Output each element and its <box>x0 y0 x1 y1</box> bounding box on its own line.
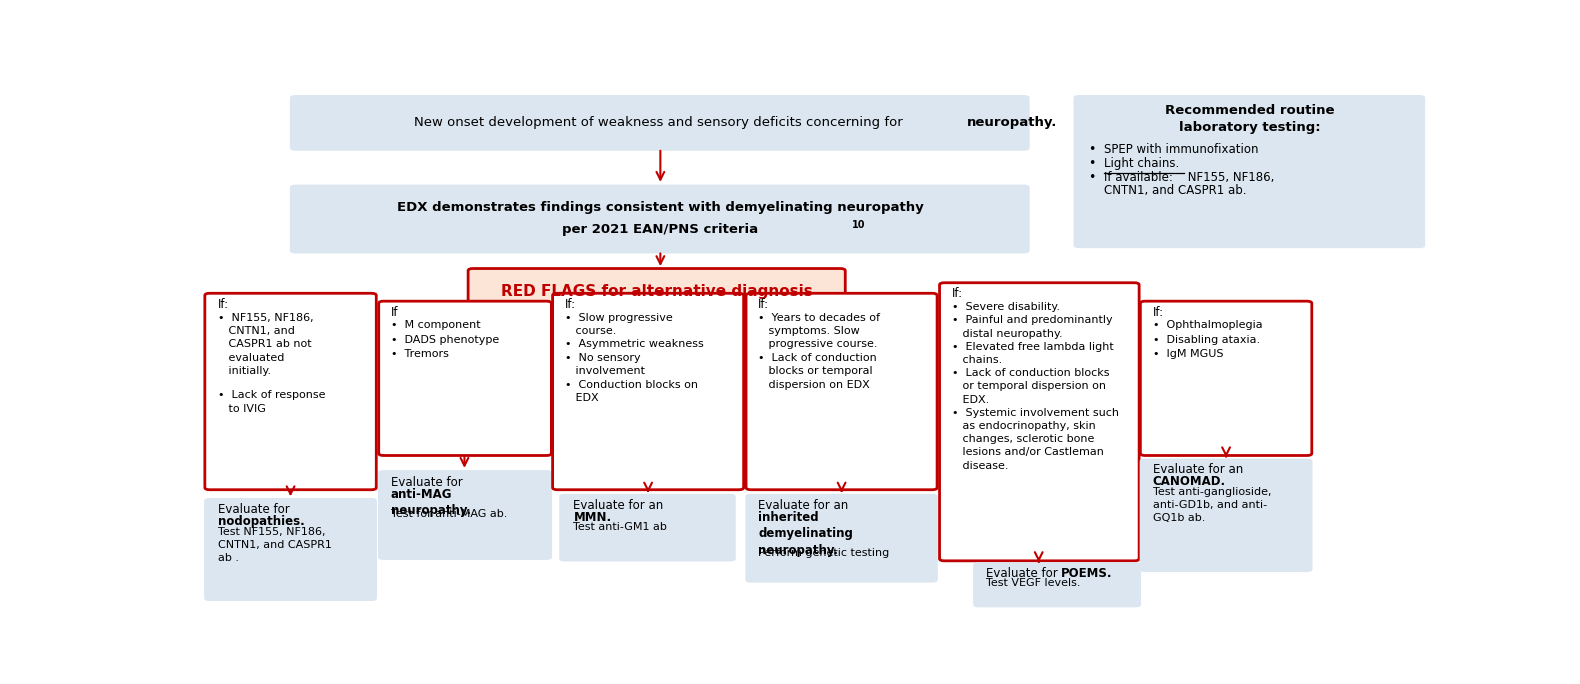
FancyBboxPatch shape <box>1141 301 1311 456</box>
Text: •  Slow progressive
   course.
•  Asymmetric weakness
•  No sensory
   involveme: • Slow progressive course. • Asymmetric … <box>564 313 703 403</box>
FancyBboxPatch shape <box>746 495 937 582</box>
Text: •  Ophthalmoplegia
•  Disabling ataxia.
•  IgM MGUS: • Ophthalmoplegia • Disabling ataxia. • … <box>1153 320 1262 359</box>
Text: Test anti-GM1 ab: Test anti-GM1 ab <box>574 523 667 532</box>
Text: If:: If: <box>564 298 577 311</box>
FancyBboxPatch shape <box>205 293 376 490</box>
Text: Evaluate for: Evaluate for <box>986 566 1062 579</box>
FancyBboxPatch shape <box>291 185 1029 252</box>
Text: per 2021 EAN/PNS criteria: per 2021 EAN/PNS criteria <box>562 223 758 236</box>
FancyBboxPatch shape <box>468 269 845 316</box>
Text: •  Lack of response
   to IVIG: • Lack of response to IVIG <box>218 390 325 414</box>
Text: Recommended routine
laboratory testing:: Recommended routine laboratory testing: <box>1164 104 1334 133</box>
Text: If: If <box>390 306 398 319</box>
Text: If:: If: <box>1153 306 1164 319</box>
Text: POEMS.: POEMS. <box>1060 566 1112 579</box>
Text: Test for anti-MAG ab.: Test for anti-MAG ab. <box>390 509 507 518</box>
Text: Evaluate for: Evaluate for <box>390 476 466 489</box>
Text: •: • <box>1087 143 1095 156</box>
Text: New onset development of weakness and sensory deficits concerning for: New onset development of weakness and se… <box>414 116 907 129</box>
Text: •: • <box>1087 157 1095 170</box>
Text: CNTN1, and CASPR1 ab.: CNTN1, and CASPR1 ab. <box>1104 184 1247 197</box>
Text: 10: 10 <box>852 220 866 230</box>
Text: inherited
demyelinating
neuropathy.: inherited demyelinating neuropathy. <box>758 511 853 557</box>
FancyBboxPatch shape <box>205 499 376 601</box>
Text: neuropathy.: neuropathy. <box>967 116 1057 129</box>
FancyBboxPatch shape <box>379 301 551 456</box>
Text: EDX demonstrates findings consistent with demyelinating neuropathy: EDX demonstrates findings consistent wit… <box>397 201 924 214</box>
FancyBboxPatch shape <box>746 293 937 490</box>
FancyBboxPatch shape <box>940 282 1139 561</box>
FancyBboxPatch shape <box>973 563 1141 607</box>
Text: SPEP with immunofixation: SPEP with immunofixation <box>1104 143 1258 156</box>
Text: Evaluate for an: Evaluate for an <box>574 499 664 512</box>
Text: CANOMAD.: CANOMAD. <box>1153 475 1226 488</box>
Text: Evaluate for an: Evaluate for an <box>1153 463 1243 476</box>
FancyBboxPatch shape <box>1141 459 1311 571</box>
Text: •  NF155, NF186,
   CNTN1, and
   CASPR1 ab not
   evaluated
   initially.: • NF155, NF186, CNTN1, and CASPR1 ab not… <box>218 313 314 376</box>
FancyBboxPatch shape <box>1074 96 1425 248</box>
Text: anti-MAG
neuropathy.: anti-MAG neuropathy. <box>390 488 471 517</box>
Text: Test VEGF levels.: Test VEGF levels. <box>986 578 1081 588</box>
Text: Evaluate for an: Evaluate for an <box>758 499 852 512</box>
Text: MMN.: MMN. <box>574 511 611 524</box>
Text: Test anti-ganglioside,
anti-GD1b, and anti-
GQ1b ab.: Test anti-ganglioside, anti-GD1b, and an… <box>1153 486 1272 523</box>
Text: •  Severe disability.
•  Painful and predominantly
   distal neuropathy.
•  Elev: • Severe disability. • Painful and predo… <box>951 302 1119 471</box>
Text: If:: If: <box>951 287 962 300</box>
Text: NF155, NF186,: NF155, NF186, <box>1185 171 1275 184</box>
FancyBboxPatch shape <box>553 293 744 490</box>
Text: •: • <box>1087 171 1095 184</box>
FancyBboxPatch shape <box>291 96 1029 150</box>
Text: RED FLAGS for alternative diagnosis: RED FLAGS for alternative diagnosis <box>501 284 812 299</box>
Text: If:: If: <box>218 298 229 311</box>
Text: Evaluate for: Evaluate for <box>218 503 291 516</box>
Text: If:: If: <box>758 298 769 311</box>
Text: •  Years to decades of
   symptoms. Slow
   progressive course.
•  Lack of condu: • Years to decades of symptoms. Slow pro… <box>758 313 880 390</box>
FancyBboxPatch shape <box>559 495 735 561</box>
Text: Light chains.: Light chains. <box>1104 157 1179 170</box>
Text: Test NF155, NF186,
CNTN1, and CASPR1
ab .: Test NF155, NF186, CNTN1, and CASPR1 ab … <box>218 527 332 563</box>
Text: •  M component
•  DADS phenotype
•  Tremors: • M component • DADS phenotype • Tremors <box>390 320 499 359</box>
FancyBboxPatch shape <box>379 471 551 560</box>
Text: Perform genetic testing: Perform genetic testing <box>758 548 890 558</box>
Text: If available:: If available: <box>1104 171 1172 184</box>
Text: nodopathies.: nodopathies. <box>218 515 305 528</box>
